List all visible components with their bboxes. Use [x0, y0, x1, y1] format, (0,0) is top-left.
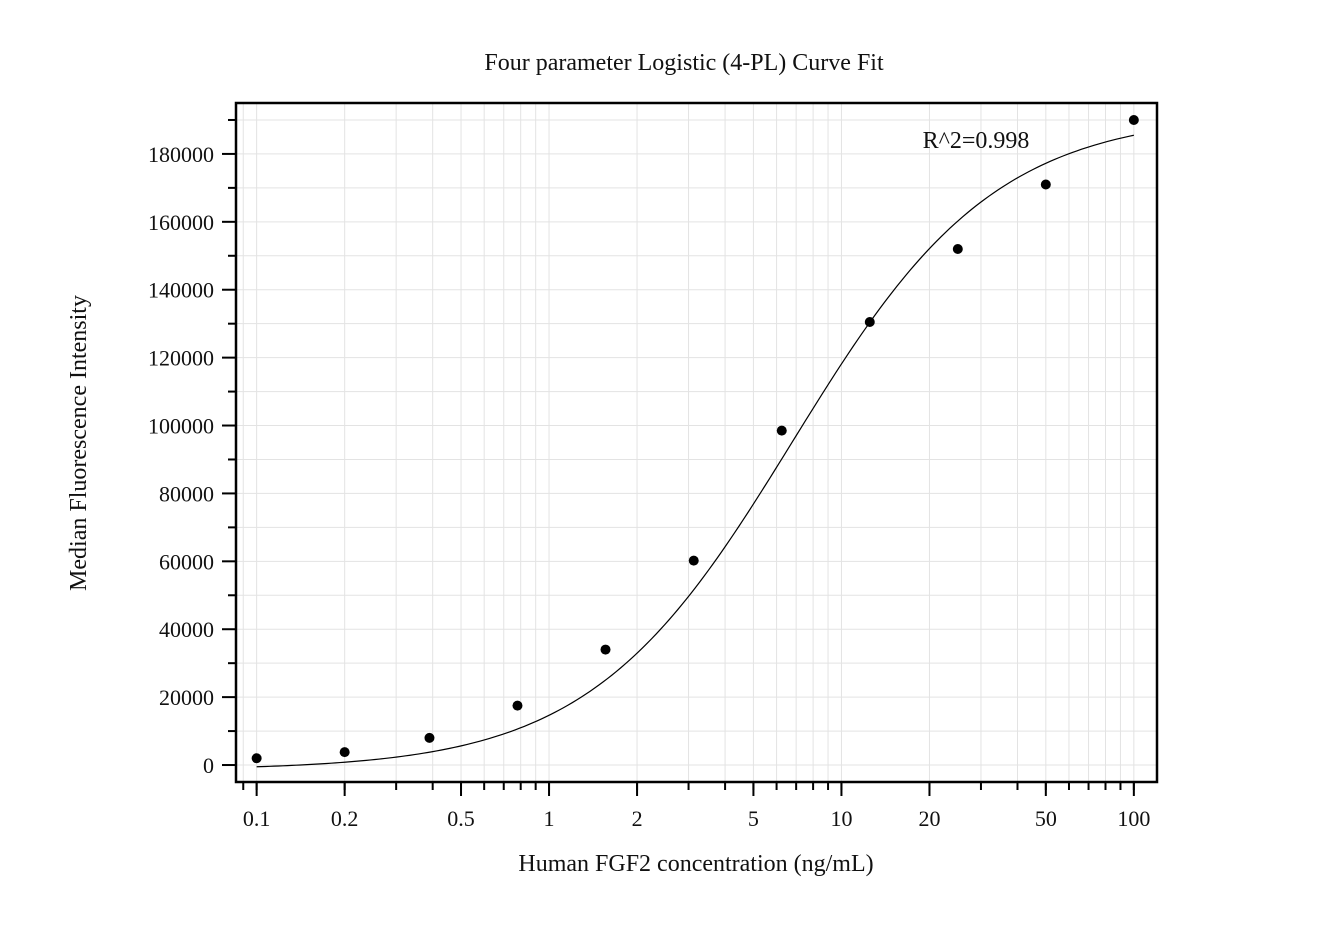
data-point — [424, 732, 435, 743]
data-point — [600, 644, 611, 655]
plot-frame — [234, 101, 1159, 784]
y-tick-label: 100000 — [148, 414, 214, 439]
fit-curve-line — [256, 134, 1134, 768]
y-tick-label: 20000 — [159, 685, 214, 710]
x-tick-label: 100 — [1117, 806, 1150, 831]
x-tick-label: 20 — [918, 806, 940, 831]
x-tick-label: 2 — [632, 806, 643, 831]
x-axis-ticks: 0.1 0.2 0.5 1 2 5 10 20 50 100 — [242, 782, 1150, 831]
data-point — [776, 425, 787, 436]
y-axis-ticks: 0 20000 40000 60000 80000 100000 120000 140000 1… — [148, 118, 236, 778]
chart-title: Four parameter Logistic (4-PL) Curve Fit — [484, 50, 884, 76]
x-tick-label: 5 — [748, 806, 759, 831]
x-axis-label: Human FGF2 concentration (ng/mL) — [518, 851, 873, 877]
data-point — [1040, 179, 1051, 190]
x-tick-label: 10 — [830, 806, 852, 831]
y-tick-label: 120000 — [148, 346, 214, 371]
data-point — [512, 700, 523, 711]
data-point — [339, 747, 350, 758]
x-tick-label: 0.5 — [447, 806, 475, 831]
y-tick-label: 160000 — [148, 210, 214, 235]
y-tick-label: 80000 — [159, 481, 214, 506]
data-point — [952, 243, 963, 254]
y-tick-label: 60000 — [159, 549, 214, 574]
data-point — [688, 555, 699, 566]
fit-curve-layer — [256, 134, 1134, 768]
x-tick-label: 1 — [544, 806, 555, 831]
y-tick-label: 0 — [203, 753, 214, 778]
data-point — [1128, 114, 1139, 125]
x-tick-label: 0.1 — [243, 806, 271, 831]
y-tick-label: 140000 — [148, 278, 214, 303]
data-point — [251, 753, 262, 764]
grid — [236, 103, 1157, 782]
x-tick-label: 50 — [1035, 806, 1057, 831]
y-axis-label: Median Fluorescence Intensity — [66, 295, 92, 591]
r-squared-annotation: R^2=0.998 — [923, 128, 1030, 154]
data-point — [864, 316, 875, 327]
data-points — [251, 114, 1139, 764]
y-tick-label: 40000 — [159, 617, 214, 642]
y-tick-label: 180000 — [148, 142, 214, 167]
x-tick-label: 0.2 — [331, 806, 359, 831]
